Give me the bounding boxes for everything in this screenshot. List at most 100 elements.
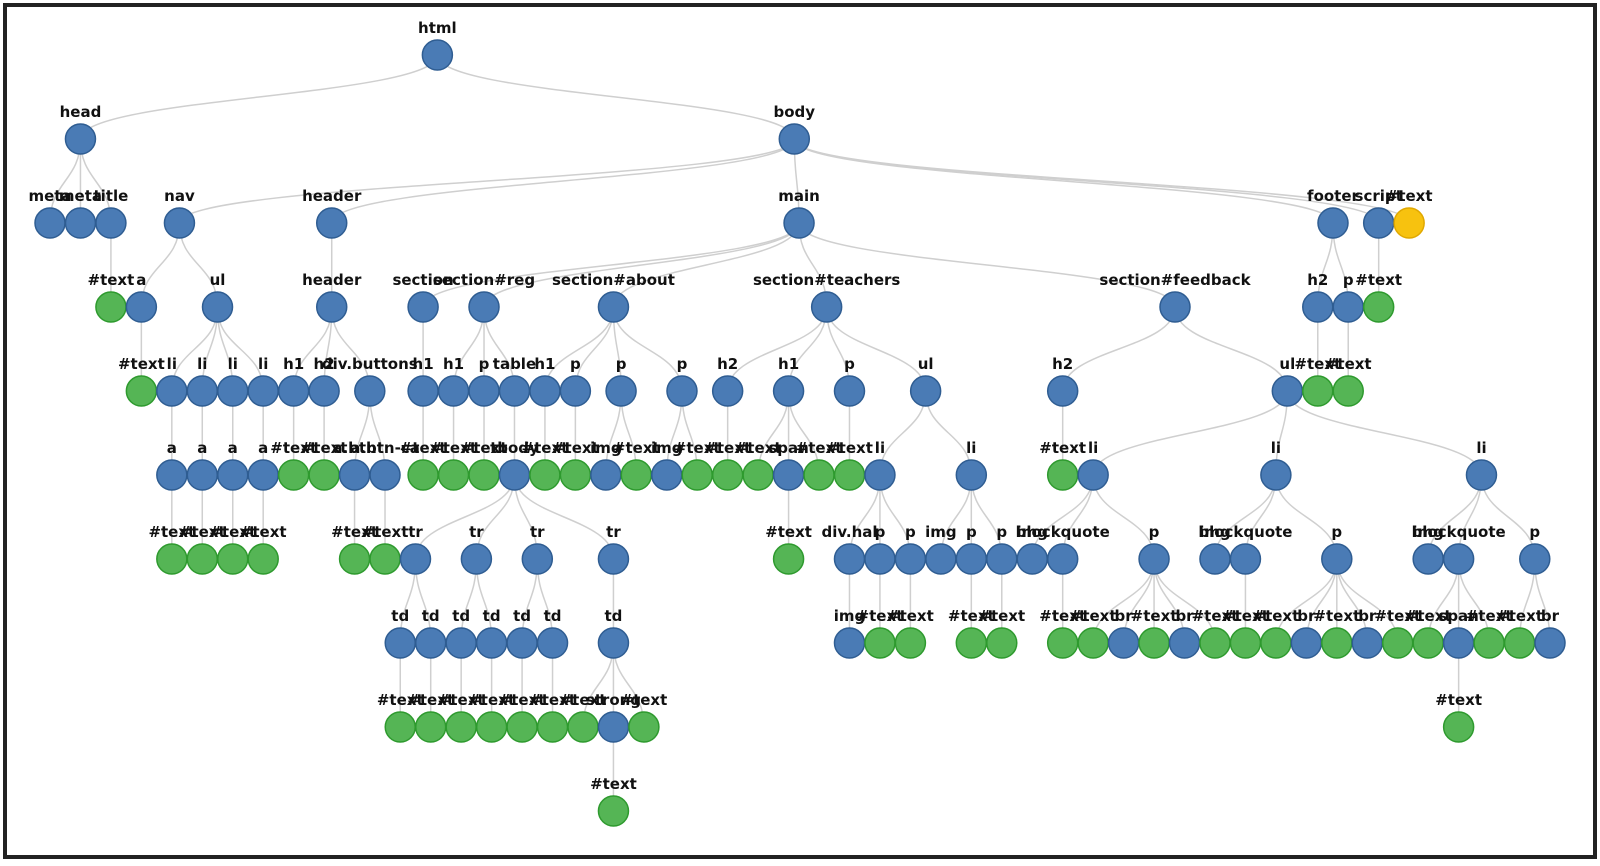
node-label: html <box>418 19 457 37</box>
node-label: #text <box>1070 607 1117 625</box>
element-node <box>216 375 249 407</box>
element-node <box>186 459 219 491</box>
element-node <box>1271 375 1304 407</box>
element-node <box>407 291 439 323</box>
node-label: a <box>197 439 207 457</box>
node-label: h1 <box>283 355 304 373</box>
element-node <box>369 459 401 491</box>
element-node <box>833 627 866 659</box>
text-node <box>506 711 538 743</box>
text-node <box>277 459 310 491</box>
element-node <box>1168 627 1201 659</box>
node-label: header <box>302 271 362 289</box>
node-label: #text <box>529 691 576 709</box>
node-label: li <box>258 355 268 373</box>
nodes: metameta#texttitlehead#texta#textali#tex… <box>28 19 1566 827</box>
text-node <box>308 459 340 491</box>
element-node <box>64 123 97 155</box>
node-label: tbody <box>490 439 539 457</box>
element-node <box>95 207 127 239</box>
element-node <box>34 207 66 239</box>
node-label: #text <box>209 523 256 541</box>
element-node <box>163 207 196 239</box>
text-node <box>1473 627 1505 659</box>
node-label: #text <box>796 439 843 457</box>
element-node <box>955 543 988 575</box>
element-node <box>909 375 942 407</box>
node-label: #text <box>613 439 660 457</box>
node-label: li <box>966 439 976 457</box>
node-label: img <box>590 439 622 457</box>
node-label: span <box>1438 607 1478 625</box>
node-label: ul <box>918 355 934 373</box>
element-node <box>1077 459 1109 491</box>
node-label: h1 <box>534 355 555 373</box>
text-node <box>1260 627 1292 659</box>
element-node <box>308 375 340 407</box>
node-label: #text <box>1325 355 1372 373</box>
node-label: blockquote <box>1412 523 1506 541</box>
node-label: nav <box>164 187 195 205</box>
node-label: #text <box>765 523 812 541</box>
edge <box>436 54 796 140</box>
text-node <box>445 711 477 743</box>
node-label: h1 <box>778 355 799 373</box>
node-label: td <box>422 607 440 625</box>
element-node <box>186 375 219 407</box>
element-node <box>1351 627 1384 659</box>
node-label: #text <box>826 439 873 457</box>
node-label: span <box>768 439 808 457</box>
element-node <box>468 375 500 407</box>
element-node <box>1412 543 1444 575</box>
node-label: #text <box>1496 607 1543 625</box>
node-label: p <box>1149 523 1160 541</box>
node-label: li <box>1271 439 1281 457</box>
element-node <box>783 207 815 239</box>
element-node <box>597 627 630 659</box>
node-label: img <box>834 607 866 625</box>
text-node <box>986 627 1018 659</box>
edge <box>1092 390 1289 476</box>
node-label: blockquote <box>1016 523 1110 541</box>
element-node <box>414 627 447 659</box>
element-node <box>1159 291 1191 323</box>
node-label: tr <box>606 523 621 541</box>
element-node <box>156 375 188 407</box>
element-node <box>315 291 348 323</box>
node-label: #text <box>118 355 165 373</box>
node-label: img <box>1016 523 1048 541</box>
node-label: #text <box>857 607 904 625</box>
node-label: #text <box>978 607 1025 625</box>
node-label: #text <box>400 439 447 457</box>
element-node <box>864 459 896 491</box>
element-node <box>559 375 592 407</box>
node-label: ul <box>210 271 226 289</box>
node-label: #text <box>1435 691 1482 709</box>
edge <box>422 222 800 308</box>
text-node <box>567 711 599 743</box>
node-label: tr <box>530 523 545 541</box>
node-label: img <box>651 439 683 457</box>
element-node <box>1199 543 1231 575</box>
edge <box>793 138 1410 224</box>
element-node <box>651 459 683 491</box>
node-label: #text <box>735 439 782 457</box>
text-node <box>681 459 713 491</box>
text-node <box>894 627 927 659</box>
text-node <box>620 459 653 491</box>
text-node <box>1077 627 1109 659</box>
text-node <box>1503 627 1536 659</box>
node-label: #text <box>1192 607 1239 625</box>
text-node <box>475 711 508 743</box>
node-label: #text <box>621 691 668 709</box>
node-label: h2 <box>314 355 335 373</box>
element-node <box>468 291 500 323</box>
element-node <box>605 375 637 407</box>
element-node <box>864 543 896 575</box>
node-label: #text <box>704 439 751 457</box>
node-label: #text <box>270 439 317 457</box>
text-node <box>955 627 988 659</box>
node-label: td <box>513 607 531 625</box>
node-label: #text <box>430 439 477 457</box>
node-label: a <box>258 439 268 457</box>
